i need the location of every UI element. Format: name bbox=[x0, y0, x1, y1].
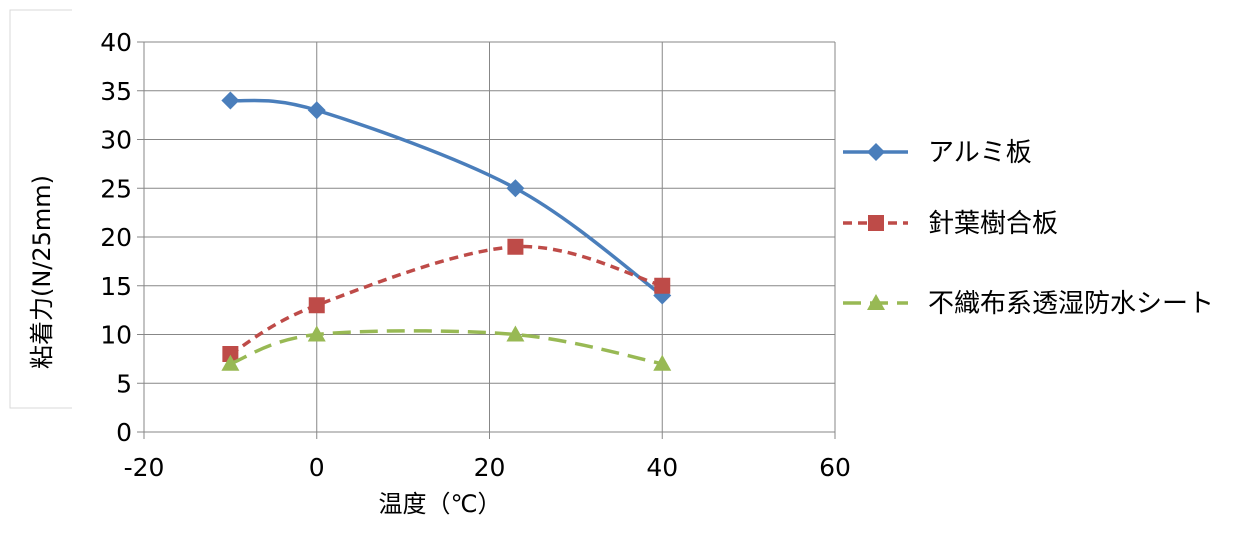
y-tick-label: 10 bbox=[100, 321, 132, 350]
data-point-series-3 bbox=[653, 354, 672, 371]
y-tick-label: 35 bbox=[100, 77, 132, 106]
y-axis-title: 粘着力(N/25mm) bbox=[28, 175, 56, 369]
data-point-series-1 bbox=[221, 91, 240, 110]
x-tick-label: -20 bbox=[124, 453, 165, 482]
data-point-series-2 bbox=[654, 277, 671, 294]
data-point-series-1 bbox=[307, 101, 326, 120]
legend-marker-1 bbox=[867, 143, 885, 161]
series-group bbox=[221, 91, 672, 371]
y-tick-label: 40 bbox=[100, 28, 132, 57]
x-tick-labels: -20 0 20 40 60 bbox=[124, 453, 851, 482]
legend-label-1: アルミ板 bbox=[928, 138, 1032, 168]
data-point-series-2 bbox=[308, 297, 325, 314]
data-point-series-2 bbox=[222, 346, 239, 362]
y-axis-title-frame bbox=[9, 9, 72, 409]
grid bbox=[137, 41, 836, 439]
y-tick-label: 15 bbox=[100, 272, 132, 301]
y-tick-label: 5 bbox=[116, 369, 132, 398]
x-tick-label: 60 bbox=[819, 453, 851, 482]
data-point-series-3 bbox=[506, 325, 525, 342]
x-tick-label: 20 bbox=[474, 453, 506, 482]
data-point-series-1 bbox=[506, 179, 525, 198]
x-axis-title: 温度（℃） bbox=[379, 490, 502, 518]
legend-label-3: 不織布系透湿防水シート bbox=[928, 289, 1214, 319]
series-line-3 bbox=[229, 329, 663, 366]
y-tick-labels: 0 5 10 15 20 25 30 35 40 bbox=[100, 28, 132, 447]
y-tick-label: 0 bbox=[116, 418, 132, 447]
series-line-2 bbox=[229, 244, 663, 356]
legend-marker-3 bbox=[867, 294, 885, 310]
legend-label-2: 針葉樹合板 bbox=[928, 209, 1058, 239]
x-tick-label: 40 bbox=[646, 453, 678, 482]
x-tick-label: 0 bbox=[309, 453, 325, 482]
series-line-1 bbox=[230, 98, 664, 297]
legend-marker-2 bbox=[868, 215, 884, 231]
data-point-series-3 bbox=[307, 325, 326, 342]
y-tick-label: 25 bbox=[100, 174, 132, 203]
y-tick-label: 30 bbox=[100, 126, 132, 155]
data-point-series-3 bbox=[221, 354, 240, 371]
data-point-series-2 bbox=[507, 238, 524, 255]
y-tick-label: 20 bbox=[100, 223, 132, 252]
